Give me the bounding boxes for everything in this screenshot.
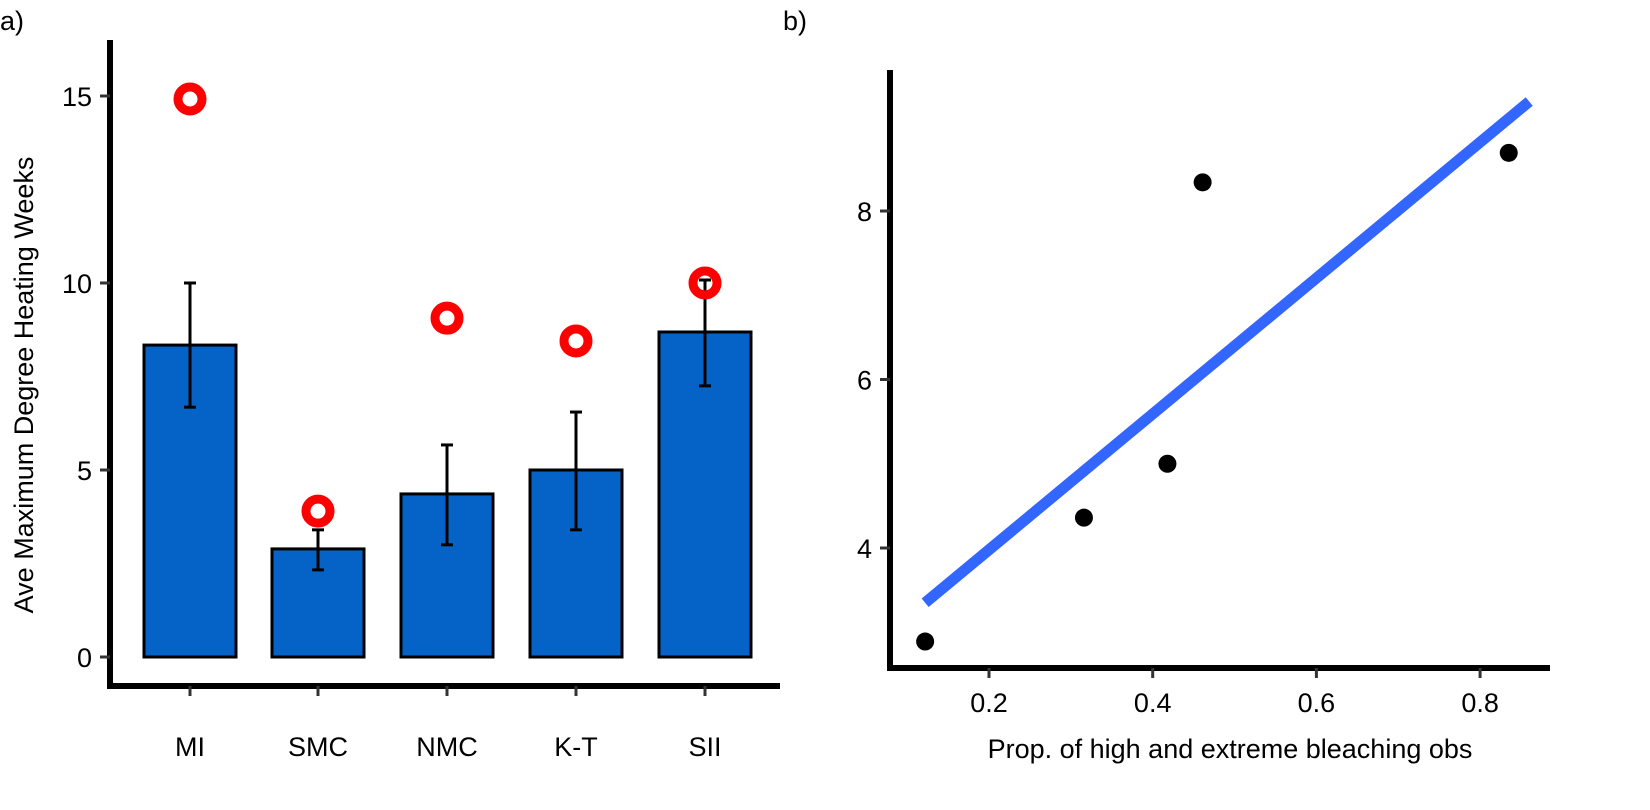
category-label: NMC xyxy=(416,732,478,762)
panel-a-label: a) xyxy=(0,6,24,36)
panel-b-x-tick-label: 0.4 xyxy=(1134,688,1172,718)
category-label: MI xyxy=(175,732,205,762)
category-label: K-T xyxy=(554,732,598,762)
scatter-point xyxy=(1193,173,1212,192)
category-label: SII xyxy=(688,732,721,762)
panel-b-y-tick-label: 4 xyxy=(857,534,872,564)
panel-a-y-tick-label: 5 xyxy=(77,456,92,486)
category-label: SMC xyxy=(288,732,348,762)
panel-a-y-tick-label: 15 xyxy=(62,82,92,112)
panel-b-x-tick-label: 0.6 xyxy=(1298,688,1336,718)
scatter-point xyxy=(1074,508,1093,527)
scatter-point xyxy=(1499,143,1518,162)
panel-b-y-tick-label: 6 xyxy=(857,366,872,396)
panel-a-y-tick-label: 0 xyxy=(77,643,92,673)
max-point-marker xyxy=(301,494,335,528)
max-point-marker xyxy=(559,324,593,358)
max-point-marker xyxy=(430,301,464,335)
regression-line xyxy=(921,97,1533,607)
panel-b-x-tick-label: 0.8 xyxy=(1461,688,1499,718)
panel-b-label: b) xyxy=(783,6,807,36)
scatter-point xyxy=(1158,454,1177,473)
panel-a-y-tick-label: 10 xyxy=(62,269,92,299)
max-point-marker xyxy=(173,82,207,116)
panel-b-y-tick-label: 8 xyxy=(857,197,872,227)
panel-b-x-tick-label: 0.2 xyxy=(970,688,1008,718)
scatter-point xyxy=(916,632,935,651)
panel-a-y-axis-label: Ave Maximum Degree Heating Weeks xyxy=(9,157,39,614)
max-point-marker xyxy=(688,266,722,300)
bar-nmc xyxy=(399,492,495,659)
panel-b-x-axis-label: Prop. of high and extreme bleaching obs xyxy=(988,734,1473,764)
